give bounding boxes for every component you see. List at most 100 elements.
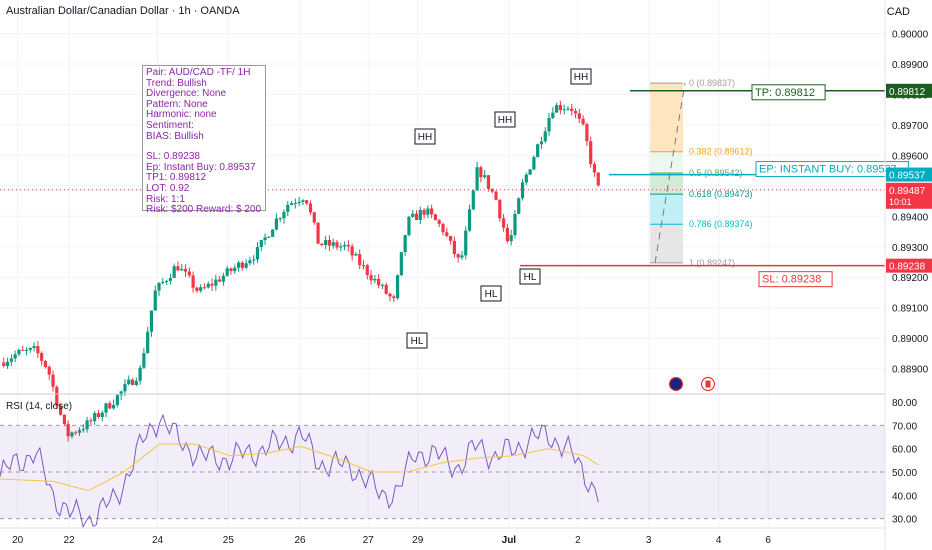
candle-body	[320, 243, 324, 246]
candle-body	[77, 430, 82, 433]
candle-body	[255, 247, 260, 260]
candle-body	[316, 222, 320, 244]
candle-body	[573, 110, 578, 114]
candle-body	[74, 432, 78, 434]
candle-body	[324, 240, 328, 246]
candle-body	[501, 218, 506, 228]
candle-body	[21, 349, 25, 351]
candle-body	[577, 113, 581, 119]
rsi-tick-label: 40.00	[892, 491, 917, 502]
candle-body	[558, 105, 562, 111]
candle-body	[467, 209, 472, 231]
time-tick-label: 27	[363, 535, 375, 546]
candle-body	[206, 283, 210, 288]
candle-body	[70, 432, 74, 437]
rsi-tick-label: 30.00	[892, 515, 917, 526]
candle-body	[271, 229, 275, 237]
candle-body	[17, 349, 21, 355]
price-tick-label: 0.90000	[892, 30, 929, 41]
candle-body	[335, 242, 339, 248]
candle-body	[51, 374, 55, 387]
candle-body	[520, 182, 525, 199]
info-line: Divergence: None	[146, 88, 227, 100]
candle-body	[422, 209, 426, 215]
candle-body	[282, 211, 286, 219]
candle-body	[555, 105, 559, 113]
candle-body	[13, 354, 17, 359]
swing-annotation-label: HH	[418, 132, 432, 143]
candle-body	[361, 265, 366, 267]
candle-body	[28, 347, 32, 350]
candle-body	[570, 108, 574, 111]
candle-body	[210, 283, 214, 286]
time-tick-label: 2	[575, 535, 581, 546]
candle-body	[305, 200, 309, 204]
candle-body	[165, 280, 169, 282]
candle-body	[58, 405, 63, 415]
candle-body	[89, 420, 93, 422]
candle-body	[426, 208, 430, 215]
time-tick-label: 6	[765, 535, 771, 546]
candle-body	[252, 259, 256, 261]
swing-annotation-box	[570, 68, 592, 85]
swing-annotation-label: HL	[411, 336, 424, 347]
info-line: Sentiment:	[146, 119, 194, 131]
time-tick-label: 22	[63, 535, 75, 546]
fib-level-label: 0.5 (0.89542)	[689, 168, 743, 178]
candle-body	[108, 403, 112, 409]
price-tick-label: 0.89100	[892, 304, 929, 315]
fib-level-label: 1 (0.89247)	[689, 258, 735, 268]
take-profit-label: TP: 0.89812	[755, 87, 815, 99]
candle-body	[528, 169, 532, 175]
candle-body	[149, 310, 154, 332]
candle-body	[418, 209, 422, 221]
candle-body	[191, 275, 195, 288]
info-line: SL: 0.89238	[146, 151, 200, 163]
price-tick-label: 0.88900	[892, 365, 929, 376]
australia-flag-icon	[669, 377, 683, 391]
candle-body	[263, 237, 267, 241]
candle-body	[494, 191, 498, 200]
candle-body	[414, 213, 419, 221]
candle-body	[32, 346, 36, 348]
candle-body	[403, 235, 407, 253]
rsi-tick-label: 80.00	[892, 398, 917, 409]
candle-body	[551, 112, 555, 118]
candle-body	[221, 275, 226, 282]
info-line: Risk: 1:1	[146, 193, 185, 205]
entry-badge-label: 0.89537	[889, 171, 926, 182]
rsi-line	[0, 413, 599, 529]
candle-body	[384, 284, 388, 294]
swing-annotation-box	[414, 128, 436, 145]
candle-body	[5, 361, 10, 366]
candle-body	[81, 429, 85, 431]
candle-body	[214, 279, 218, 286]
candle-body	[475, 167, 479, 191]
currency-flags	[668, 376, 716, 392]
candle-body	[161, 281, 165, 284]
candle-body	[505, 227, 509, 242]
candle-body	[183, 268, 188, 272]
candle-body	[244, 263, 248, 268]
candle-body	[176, 266, 180, 271]
candle-body	[581, 118, 585, 125]
stop-loss-label: SL: 0.89238	[762, 274, 821, 286]
candle-body	[437, 220, 441, 224]
price-tick-label: 0.89600	[892, 151, 929, 162]
candle-body	[308, 203, 313, 213]
entry-label: EP: INSTANT BUY: 0.89537	[759, 164, 897, 176]
info-line: Pair: AUD/CAD -TF/ 1H	[146, 67, 251, 78]
candle-body	[297, 201, 301, 204]
last-price-badge-label: 0.89487	[889, 186, 926, 197]
entry-badge	[886, 167, 932, 182]
time-tick-label: 20	[12, 535, 24, 546]
stop-loss-badge	[886, 258, 932, 273]
stop-loss-label-box	[758, 271, 833, 288]
candle-body	[452, 240, 456, 255]
rsi-tick-label: 70.00	[892, 421, 917, 432]
candle-body	[346, 244, 350, 247]
candle-body	[339, 246, 343, 248]
candle-body	[127, 379, 131, 385]
take-profit-label-box	[751, 84, 826, 101]
